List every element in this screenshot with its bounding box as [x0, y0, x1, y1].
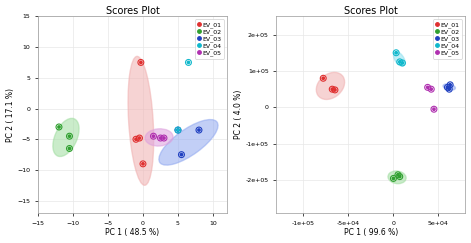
- Point: [174, 128, 182, 132]
- Point: [178, 153, 185, 156]
- Point: [319, 76, 327, 80]
- Point: [424, 86, 431, 89]
- Title: Scores Plot: Scores Plot: [344, 6, 398, 16]
- Point: [390, 176, 397, 180]
- Title: Scores Plot: Scores Plot: [106, 6, 159, 16]
- Point: [55, 125, 63, 129]
- Point: [447, 83, 454, 87]
- Point: [174, 128, 182, 132]
- Point: [136, 136, 143, 140]
- Ellipse shape: [443, 84, 455, 90]
- Point: [396, 175, 404, 179]
- Point: [160, 136, 168, 140]
- Point: [319, 76, 327, 80]
- Point: [160, 136, 168, 140]
- Point: [157, 136, 164, 140]
- Ellipse shape: [159, 120, 218, 165]
- Ellipse shape: [393, 52, 405, 66]
- Y-axis label: PC 2 ( 17.1 %): PC 2 ( 17.1 %): [6, 88, 15, 142]
- Point: [139, 162, 147, 166]
- Legend: EV_01, EV_02, EV_03, EV_04, EV_05: EV_01, EV_02, EV_03, EV_04, EV_05: [195, 19, 224, 59]
- Point: [174, 128, 182, 132]
- Point: [394, 173, 402, 177]
- Point: [150, 134, 157, 138]
- Point: [444, 86, 451, 89]
- Point: [65, 134, 73, 138]
- Point: [137, 61, 145, 64]
- Ellipse shape: [128, 56, 154, 185]
- Point: [328, 87, 336, 91]
- Ellipse shape: [317, 72, 345, 99]
- Point: [132, 137, 140, 141]
- Point: [65, 147, 73, 150]
- Point: [185, 61, 192, 64]
- Point: [55, 125, 63, 129]
- Point: [446, 87, 453, 91]
- Point: [132, 137, 140, 141]
- Point: [444, 86, 451, 89]
- Point: [65, 147, 73, 150]
- Y-axis label: PC 2 ( 4.0 %): PC 2 ( 4.0 %): [234, 90, 243, 139]
- Point: [392, 51, 400, 55]
- Point: [65, 134, 73, 138]
- Point: [157, 136, 164, 140]
- Ellipse shape: [53, 118, 79, 156]
- Point: [430, 107, 438, 111]
- Point: [428, 87, 435, 91]
- Point: [185, 61, 192, 64]
- Point: [394, 173, 402, 177]
- X-axis label: PC 1 ( 99.6 %): PC 1 ( 99.6 %): [344, 228, 398, 237]
- Point: [398, 61, 406, 65]
- Point: [136, 136, 143, 140]
- Point: [328, 87, 336, 91]
- Point: [195, 128, 203, 132]
- X-axis label: PC 1 ( 48.5 %): PC 1 ( 48.5 %): [106, 228, 160, 237]
- Point: [331, 88, 339, 92]
- Point: [139, 162, 147, 166]
- Point: [174, 128, 182, 132]
- Point: [428, 87, 435, 91]
- Point: [392, 51, 400, 55]
- Point: [447, 83, 454, 87]
- Point: [396, 175, 404, 179]
- Point: [150, 134, 157, 138]
- Point: [195, 128, 203, 132]
- Ellipse shape: [145, 129, 173, 146]
- Point: [137, 61, 145, 64]
- Ellipse shape: [388, 171, 406, 184]
- Point: [446, 87, 453, 91]
- Point: [430, 107, 438, 111]
- Point: [398, 61, 406, 65]
- Point: [424, 86, 431, 89]
- Point: [396, 60, 404, 64]
- Point: [390, 176, 397, 180]
- Point: [331, 88, 339, 92]
- Point: [178, 153, 185, 156]
- Legend: EV_01, EV_02, EV_03, EV_04, EV_05: EV_01, EV_02, EV_03, EV_04, EV_05: [433, 19, 463, 59]
- Point: [396, 60, 404, 64]
